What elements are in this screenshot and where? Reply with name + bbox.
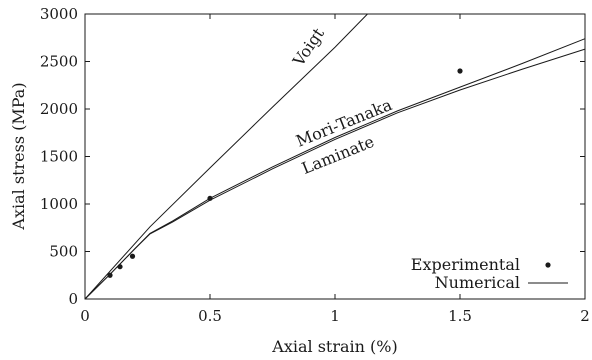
experimental-point bbox=[129, 253, 136, 259]
x-axis-label: Axial strain (%) bbox=[271, 337, 397, 356]
experimental-point bbox=[117, 264, 123, 270]
legend-numerical-label: Numerical bbox=[435, 273, 520, 292]
experimental-point bbox=[457, 68, 463, 74]
y-tick-label: 2500 bbox=[40, 53, 78, 71]
experimental-points bbox=[107, 68, 463, 278]
laminate-curve bbox=[84, 48, 586, 300]
experimental-point bbox=[207, 195, 213, 201]
x-tick-label: 0.5 bbox=[198, 307, 222, 325]
x-tick-label: 2 bbox=[580, 307, 590, 325]
x-tick-label: 1 bbox=[330, 307, 340, 325]
x-tick-label: 0 bbox=[80, 307, 90, 325]
voigt-curve-label: Voigt bbox=[288, 24, 328, 70]
legend-experimental-marker bbox=[545, 262, 551, 268]
x-tick-label: 1.5 bbox=[448, 307, 472, 325]
y-tick-label: 0 bbox=[68, 290, 78, 308]
y-tick-label: 3000 bbox=[40, 5, 78, 23]
y-axis-label: Axial stress (MPa) bbox=[9, 82, 28, 230]
y-tick-label: 1000 bbox=[40, 195, 78, 213]
y-tick-label: 500 bbox=[49, 243, 78, 261]
y-tick-label: 2000 bbox=[40, 100, 78, 118]
legend-experimental-label: Experimental bbox=[411, 255, 520, 274]
axes: 0 0.5 1 1.5 2 0 500 1000 1500 2000 2500 3000 bbox=[40, 5, 590, 325]
voigt-curve bbox=[84, 13, 368, 300]
experimental-point bbox=[107, 272, 113, 278]
y-tick-label: 1500 bbox=[40, 148, 78, 166]
series-group bbox=[84, 13, 586, 300]
legend: Experimental Numerical bbox=[411, 255, 568, 292]
